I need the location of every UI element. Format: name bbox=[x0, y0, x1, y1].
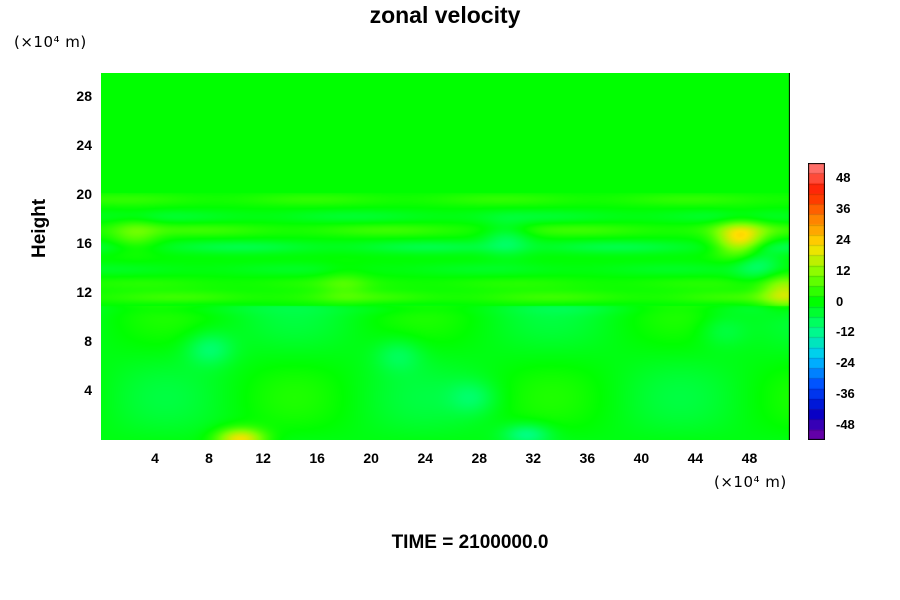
colorbar-tick-label: -36 bbox=[836, 385, 855, 401]
y-tick-label: 8 bbox=[84, 333, 92, 350]
x-tick-label: 20 bbox=[363, 450, 379, 466]
colorbar-tick-label: 0 bbox=[836, 293, 844, 309]
colorbar-tick-label: -48 bbox=[836, 416, 855, 432]
y-tick-label: 12 bbox=[76, 284, 92, 301]
time-label: TIME = 2100000.0 bbox=[391, 532, 549, 553]
zonal-velocity-field bbox=[101, 73, 790, 440]
x-tick-label: 8 bbox=[205, 450, 213, 466]
y-tick-label: 20 bbox=[76, 186, 92, 203]
y-unit-label: (×10⁴ m) bbox=[14, 33, 87, 51]
colorbar-tick-label: 24 bbox=[836, 231, 851, 247]
x-tick-label: 24 bbox=[417, 450, 434, 466]
y-tick-label: 24 bbox=[76, 137, 92, 154]
colorbar-tick-label: 48 bbox=[836, 170, 851, 186]
y-axis-label: Height bbox=[29, 198, 50, 258]
colorbar-tick-label: -24 bbox=[836, 355, 855, 371]
y-tick-label: 4 bbox=[84, 382, 92, 399]
x-tick-label: 16 bbox=[309, 450, 325, 466]
y-tick-label: 16 bbox=[76, 235, 92, 252]
x-tick-label: 44 bbox=[687, 450, 704, 466]
x-tick-label: 28 bbox=[471, 450, 488, 466]
chart-title: zonal velocity bbox=[369, 2, 521, 28]
colorbar bbox=[808, 163, 825, 440]
x-tick-label: 40 bbox=[633, 450, 650, 466]
x-tick-label: 36 bbox=[579, 450, 596, 466]
colorbar-tick-label: -12 bbox=[836, 324, 855, 340]
y-tick-label: 28 bbox=[76, 88, 92, 105]
x-unit-label: (×10⁴ m) bbox=[714, 473, 787, 491]
x-tick-label: 4 bbox=[151, 450, 159, 466]
x-tick-label: 48 bbox=[741, 450, 758, 466]
colorbar-tick-label: 36 bbox=[836, 201, 851, 217]
colorbar-tick-label: 12 bbox=[836, 262, 851, 278]
x-tick-label: 12 bbox=[255, 450, 271, 466]
x-tick-label: 32 bbox=[525, 450, 542, 466]
